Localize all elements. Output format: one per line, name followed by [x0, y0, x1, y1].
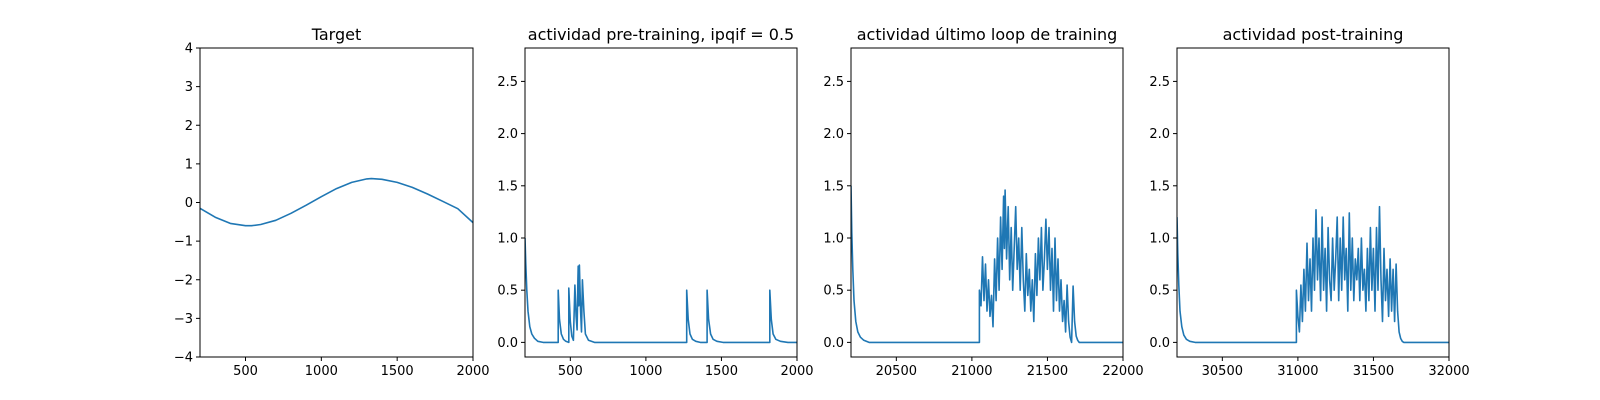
y-tick-label: 0 [185, 196, 193, 211]
x-tick-label: 1000 [305, 364, 338, 379]
x-tick-label: 1500 [705, 364, 738, 379]
y-tick-label: 3 [185, 80, 193, 95]
x-tick-label: 1000 [629, 364, 662, 379]
y-tick-label: 0.0 [823, 336, 844, 351]
series-line [200, 177, 473, 227]
y-tick-label: 0.5 [497, 284, 518, 299]
x-tick-label: 500 [233, 364, 258, 379]
y-tick-label: 0.5 [823, 284, 844, 299]
x-tick-label: 2000 [780, 364, 813, 379]
y-tick-label: 0.0 [1149, 336, 1170, 351]
y-tick-label: 2.0 [497, 127, 518, 142]
y-tick-label: −1 [174, 235, 193, 250]
y-tick-label: 4 [185, 42, 193, 57]
y-tick-label: −4 [174, 351, 193, 366]
y-tick-label: 2.5 [1149, 75, 1170, 90]
series-line [1177, 205, 1449, 344]
chart-title: Target [311, 25, 362, 44]
y-tick-label: 1 [185, 157, 193, 172]
x-tick-label: 21000 [951, 364, 992, 379]
y-tick-label: 1.0 [1149, 231, 1170, 246]
chart-panel-1: Target 500 1000 1500 2000 −4 −3 −2 −1 0 1 2 3 4 [174, 25, 490, 379]
axes-frame [524, 47, 798, 358]
y-tick-label: 2.0 [1149, 127, 1170, 142]
y-tick-label: 1.5 [497, 179, 518, 194]
x-tick-label: 22000 [1102, 364, 1143, 379]
chart-title: actividad último loop de training [857, 25, 1118, 44]
x-tick-label: 32000 [1428, 364, 1469, 379]
y-tick-label: 2.5 [823, 75, 844, 90]
axes-frame [850, 47, 1124, 358]
chart-title: actividad post-training [1223, 25, 1404, 44]
chart-panel-2: actividad pre-training, ipqif = 0.5 500 10… [497, 25, 813, 379]
x-tick-label: 1500 [381, 364, 414, 379]
y-tick-label: −2 [174, 273, 193, 288]
y-tick-label: 0.0 [497, 336, 518, 351]
y-tick-label: 1.5 [1149, 179, 1170, 194]
x-tick-label: 2000 [456, 364, 489, 379]
y-tick-label: 1.0 [823, 231, 844, 246]
y-tick-label: 0.5 [1149, 284, 1170, 299]
x-tick-label: 20500 [876, 364, 917, 379]
x-tick-label: 500 [558, 364, 583, 379]
chart-panel-4: actividad post-training 30500 31000 31500 32… [1149, 25, 1469, 379]
y-tick-label: −3 [174, 312, 193, 327]
axes-frame [1176, 47, 1450, 358]
x-tick-label: 30500 [1202, 364, 1243, 379]
chart-title: actividad pre-training, ipqif = 0.5 [528, 25, 794, 44]
x-tick-label: 31500 [1353, 364, 1394, 379]
x-tick-label: 31000 [1277, 364, 1318, 379]
chart-panel-3: actividad último loop de training 20500 21… [823, 25, 1143, 379]
series-line [851, 185, 1123, 344]
y-tick-label: 2.5 [497, 75, 518, 90]
series-line [525, 237, 797, 344]
x-tick-label: 21500 [1027, 364, 1068, 379]
y-tick-label: 2 [185, 119, 193, 134]
y-tick-label: 1.5 [823, 179, 844, 194]
y-tick-label: 2.0 [823, 127, 844, 142]
y-tick-label: 1.0 [497, 231, 518, 246]
axes-frame [199, 47, 474, 358]
